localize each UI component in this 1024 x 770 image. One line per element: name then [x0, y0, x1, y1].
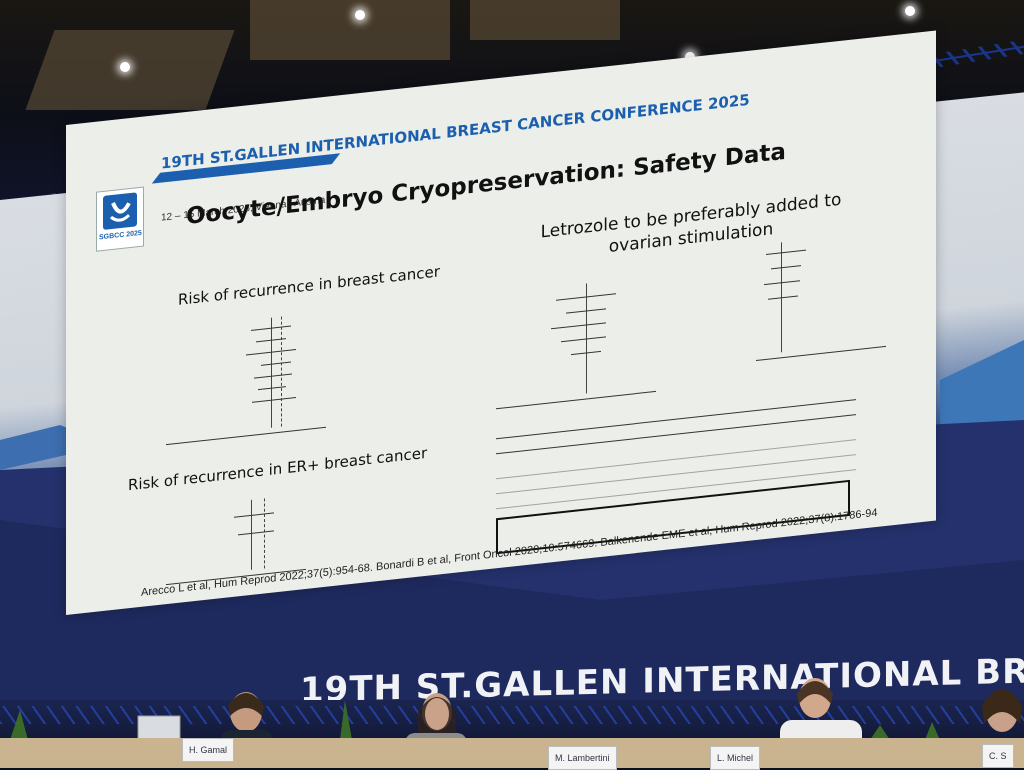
panel-desk — [0, 738, 1024, 768]
presentation-slide: SGBCC 2025 19TH ST.GALLEN INTERNATIONAL … — [66, 30, 936, 616]
nameplate: L. Michel — [710, 746, 761, 770]
nameplate: M. Lambertini — [548, 746, 617, 770]
nameplate: C. S — [982, 744, 1014, 768]
ceiling-light — [905, 6, 915, 16]
ribbon-logo-icon — [103, 192, 137, 230]
conference-logo: SGBCC 2025 — [96, 186, 144, 252]
nameplate: H. Gamal — [182, 738, 235, 762]
ceiling-light — [120, 62, 130, 72]
ceiling-light — [355, 10, 365, 20]
